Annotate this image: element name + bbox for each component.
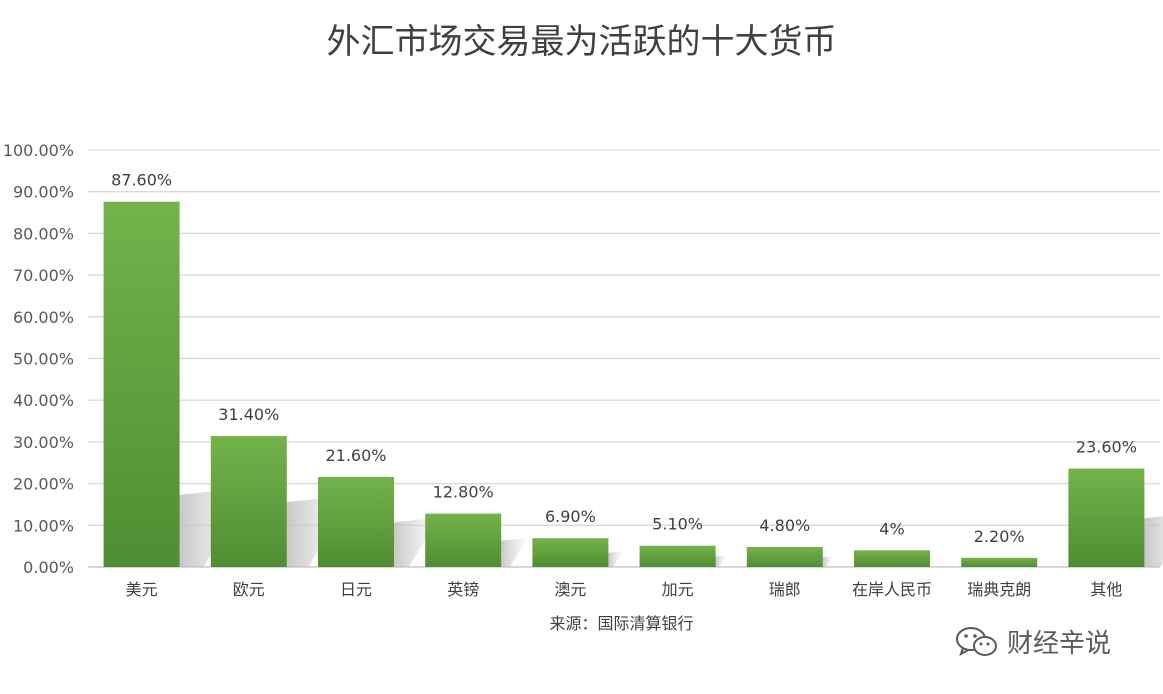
- bar: [746, 546, 823, 567]
- bar: [318, 476, 394, 567]
- chart-title: 外汇市场交易最为活跃的十大货币: [326, 22, 837, 62]
- y-tick-label: 90.00%: [13, 183, 74, 202]
- bars: [103, 201, 1145, 567]
- bar-shadow: [715, 555, 727, 567]
- bar: [1068, 468, 1145, 567]
- y-tick-label: 0.00%: [23, 558, 74, 577]
- x-tick-label: 其他: [1090, 580, 1122, 599]
- y-tick-label: 40.00%: [13, 391, 74, 410]
- data-label: 21.60%: [325, 446, 386, 465]
- bar: [961, 557, 1038, 567]
- data-label: 5.10%: [652, 515, 703, 534]
- x-tick-label: 瑞典克朗: [967, 580, 1031, 599]
- data-label: 4%: [879, 519, 904, 538]
- bar: [103, 201, 180, 567]
- watermark: 财经辛说: [955, 623, 1111, 660]
- data-label: 4.80%: [759, 516, 810, 535]
- data-label: 6.90%: [545, 507, 596, 526]
- y-tick-label: 50.00%: [13, 350, 74, 369]
- x-tick-label: 加元: [662, 580, 694, 599]
- data-label: 2.20%: [974, 527, 1025, 546]
- x-tick-label: 英镑: [447, 580, 479, 599]
- y-tick-label: 30.00%: [13, 433, 74, 452]
- data-label: 12.80%: [433, 483, 494, 502]
- y-tick-label: 20.00%: [13, 475, 74, 494]
- x-tick-label: 在岸人民币: [852, 580, 932, 599]
- y-tick-label: 100.00%: [3, 141, 74, 160]
- bar: [210, 436, 287, 567]
- x-tick-label: 瑞郎: [769, 580, 801, 599]
- bar-shadow: [822, 555, 833, 567]
- y-tick-label: 70.00%: [13, 266, 74, 285]
- data-label: 23.60%: [1076, 438, 1137, 457]
- data-label: 87.60%: [111, 171, 172, 190]
- bar: [425, 513, 502, 567]
- data-label: 31.40%: [218, 405, 279, 424]
- y-tick-label: 80.00%: [13, 224, 74, 243]
- x-tick-label: 美元: [126, 580, 158, 599]
- labels: 0.00% 10.00% 20.00% 30.00% 40.00% 50.00% 60.00…: [3, 141, 1137, 599]
- x-tick-label: 日元: [340, 580, 372, 599]
- watermark-text: 财经辛说: [1007, 629, 1112, 659]
- x-tick-label: 澳元: [554, 580, 586, 599]
- bar-shadow: [608, 551, 623, 567]
- y-tick-label: 10.00%: [13, 516, 74, 535]
- x-tick-label: 欧元: [233, 580, 265, 599]
- bar-shadow: [501, 537, 528, 567]
- wechat-icon: [956, 626, 997, 656]
- source-note: 来源：国际清算银行: [549, 614, 694, 633]
- bar: [639, 545, 716, 567]
- y-tick-label: 60.00%: [13, 308, 74, 327]
- bar: [532, 538, 609, 567]
- bar: [854, 550, 930, 567]
- bar-shadow: [1144, 516, 1163, 567]
